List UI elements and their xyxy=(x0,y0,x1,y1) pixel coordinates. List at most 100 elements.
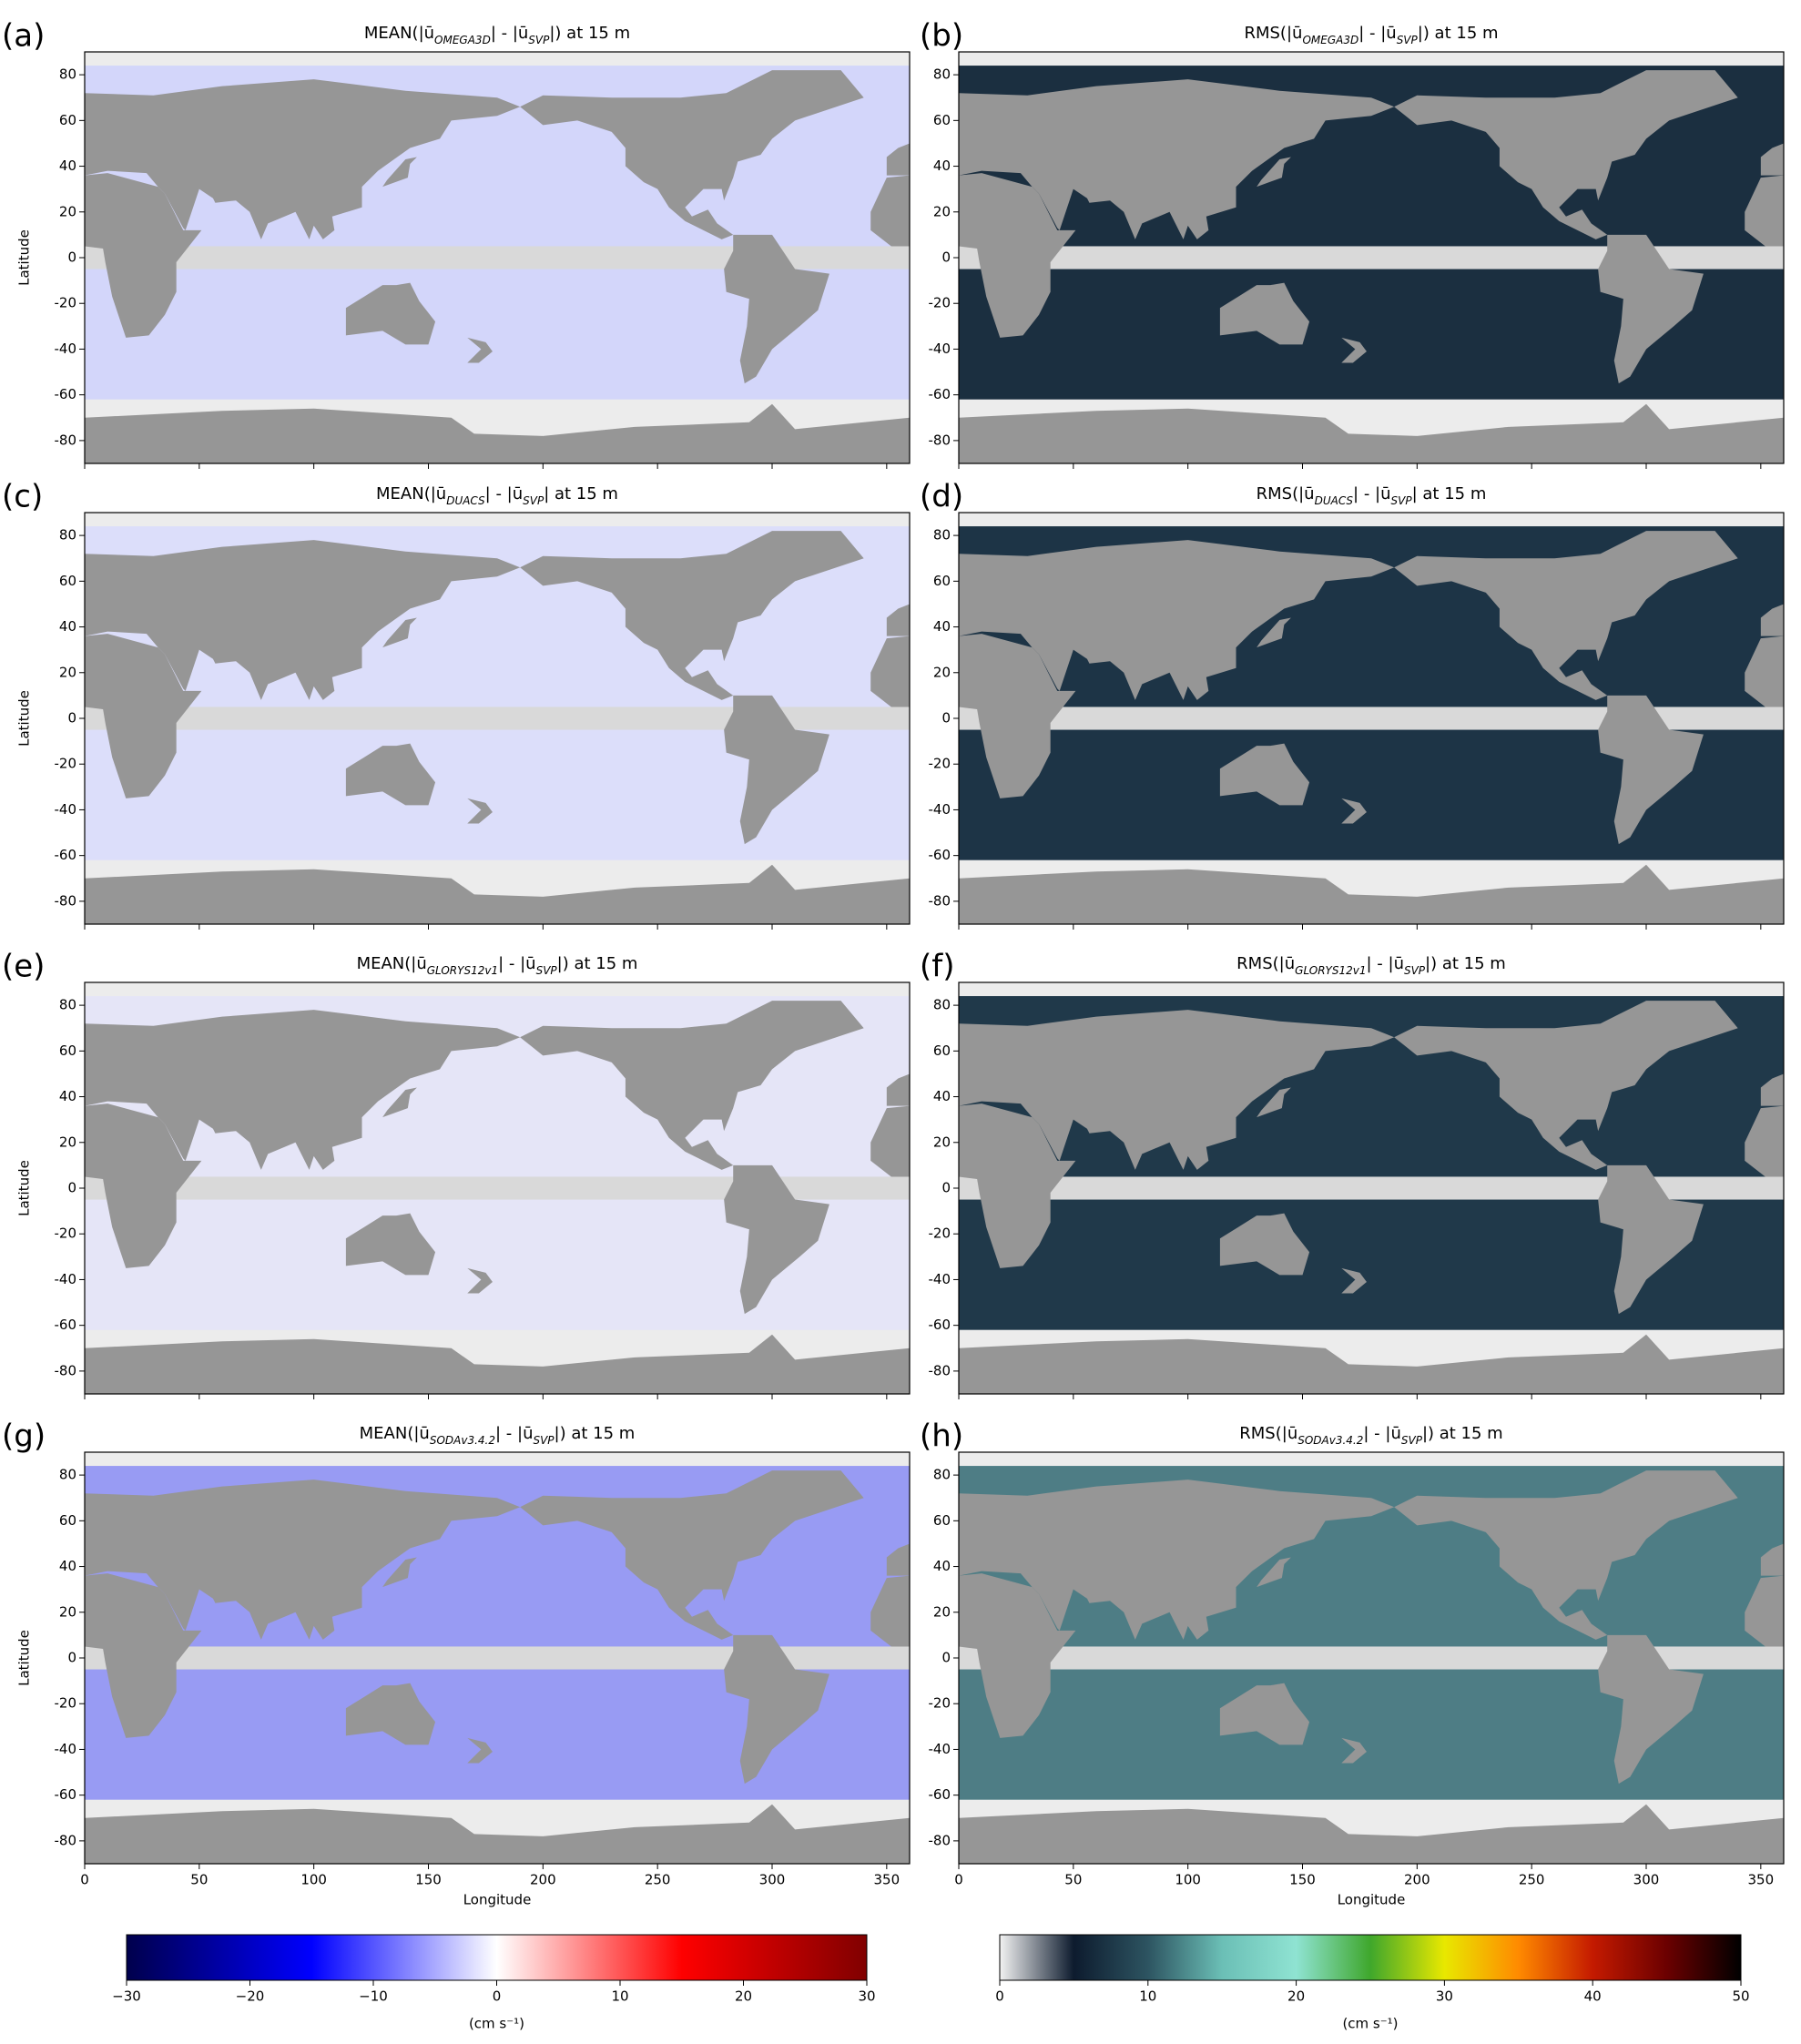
title-part: SVP xyxy=(1401,1434,1423,1447)
land xyxy=(85,634,202,798)
y-tick-label: -20 xyxy=(929,1695,951,1712)
colorbar-tick-label: 10 xyxy=(611,1988,628,2005)
colorbar-tick-label: −30 xyxy=(112,1988,141,2005)
y-tick-label: -80 xyxy=(929,892,951,909)
land xyxy=(520,531,864,700)
y-tick-label: 0 xyxy=(941,710,951,727)
y-tick-label: -80 xyxy=(929,1832,951,1848)
title-part: |) at 15 m xyxy=(557,954,638,973)
colorbar-tick-label: 0 xyxy=(493,1988,502,2005)
land xyxy=(467,337,493,363)
land xyxy=(1745,175,1784,247)
title-part: MEAN(|ū xyxy=(357,954,427,973)
x-tick-label: 250 xyxy=(1519,1872,1545,1888)
land xyxy=(85,403,910,463)
title-part: |) at 15 m xyxy=(555,1424,636,1443)
land xyxy=(85,1334,910,1394)
land xyxy=(345,282,436,345)
land xyxy=(959,403,1784,463)
y-tick-label: 40 xyxy=(933,1088,951,1104)
x-tick-label: 50 xyxy=(190,1872,208,1888)
land xyxy=(886,1073,910,1106)
y-tick-label: 60 xyxy=(933,112,951,128)
title-part: SVP xyxy=(523,494,544,507)
land xyxy=(85,79,521,239)
land xyxy=(959,1010,1395,1170)
land xyxy=(1219,1213,1310,1276)
y-tick-label: 0 xyxy=(941,1650,951,1666)
land xyxy=(959,1573,1076,1738)
y-axis-label: Latitude xyxy=(16,1160,33,1216)
land xyxy=(1745,636,1784,707)
colorbar-tick-label: 20 xyxy=(735,1988,752,2005)
land xyxy=(870,175,910,247)
land xyxy=(382,1557,417,1588)
title-part: OMEGA3D xyxy=(434,34,491,46)
title-part: DUACS xyxy=(446,494,485,507)
y-tick-label: -60 xyxy=(929,1786,951,1803)
land xyxy=(1219,1683,1310,1745)
y-tick-label: 80 xyxy=(59,527,76,544)
title-part: RMS(|ū xyxy=(1236,954,1295,973)
y-tick-label: 40 xyxy=(59,158,76,174)
land xyxy=(959,173,1076,338)
land xyxy=(959,1103,1076,1268)
y-tick-label: -80 xyxy=(55,1362,77,1378)
y-tick-label: 20 xyxy=(933,203,951,219)
land xyxy=(345,743,436,806)
title-part: SVP xyxy=(1404,964,1426,977)
land xyxy=(345,1213,436,1276)
land xyxy=(959,1480,1395,1640)
y-tick-label: -20 xyxy=(55,1225,77,1242)
y-tick-label: 0 xyxy=(67,1650,76,1666)
land xyxy=(959,864,1784,924)
map-panel xyxy=(85,513,910,924)
title-part: | - |ū xyxy=(498,954,535,973)
land xyxy=(959,1334,1784,1394)
y-tick-label: -20 xyxy=(55,1695,77,1712)
panel-label: (f) xyxy=(920,949,955,985)
land xyxy=(345,1683,436,1745)
title-part: RMS(|ū xyxy=(1257,484,1315,503)
land xyxy=(1219,282,1310,345)
y-tick-label: -60 xyxy=(929,847,951,863)
x-tick-label: 100 xyxy=(300,1872,327,1888)
land xyxy=(959,79,1395,239)
y-tick-label: -60 xyxy=(55,1786,77,1803)
land xyxy=(724,1164,829,1315)
panel-title: RMS(|ūDUACS| - |ūSVP| at 15 m xyxy=(1257,484,1487,507)
title-part: | - |ū xyxy=(1353,484,1390,503)
land xyxy=(1760,1543,1784,1576)
title-part: |) at 15 m xyxy=(1422,1424,1503,1443)
land xyxy=(85,540,521,700)
title-part: | - |ū xyxy=(1367,954,1404,973)
land xyxy=(1760,604,1784,636)
title-part: |) at 15 m xyxy=(1425,954,1506,973)
y-tick-label: 60 xyxy=(933,1042,951,1059)
x-tick-label: 0 xyxy=(80,1872,89,1888)
title-part: | - |ū xyxy=(491,24,528,43)
y-tick-label: -40 xyxy=(55,1271,77,1287)
colorbar-tick-label: 10 xyxy=(1139,1988,1156,2005)
y-tick-label: 40 xyxy=(59,1558,76,1574)
y-tick-label: -40 xyxy=(929,1741,951,1757)
map-panel xyxy=(959,52,1784,463)
colorbar xyxy=(126,1934,868,1981)
y-axis-label: Latitude xyxy=(16,1630,33,1686)
colorbar-tick-label: 20 xyxy=(1287,1988,1305,2005)
colorbar-tick-label: 30 xyxy=(858,1988,875,2005)
land xyxy=(1394,1001,1738,1170)
title-part: SVP xyxy=(528,34,550,46)
land xyxy=(520,1001,864,1170)
title-part: RMS(|ū xyxy=(1244,24,1302,43)
y-tick-label: -20 xyxy=(929,295,951,311)
x-tick-label: 150 xyxy=(1289,1872,1316,1888)
land xyxy=(1760,143,1784,176)
land xyxy=(886,604,910,636)
land xyxy=(1257,157,1291,188)
colorbar-label: (cm s⁻¹) xyxy=(1342,2016,1398,2032)
panel-label: (e) xyxy=(2,949,45,985)
land xyxy=(870,636,910,707)
land xyxy=(85,1804,910,1864)
